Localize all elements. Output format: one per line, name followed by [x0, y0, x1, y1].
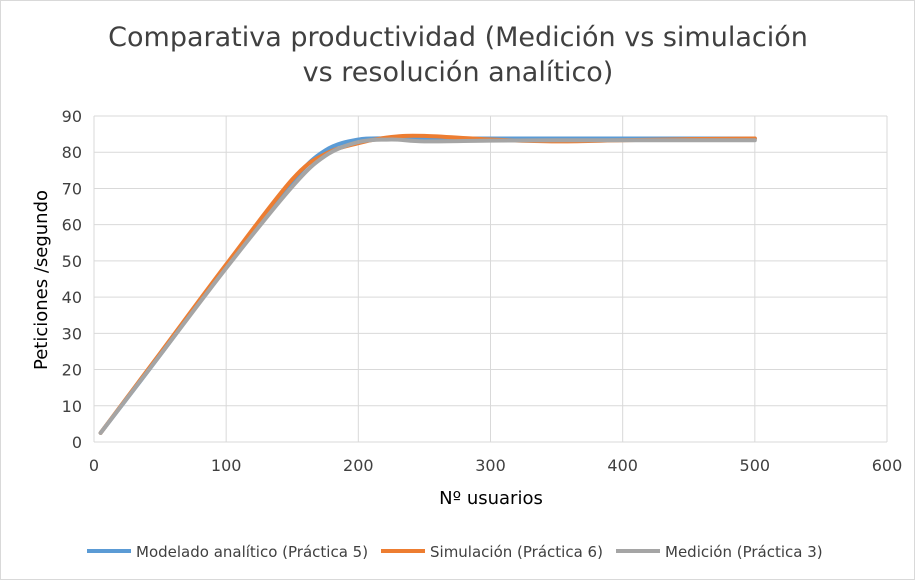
- chart-title-line-1: Comparativa productividad (Medición vs s…: [108, 22, 808, 53]
- chart-title-line-2: vs resolución analítico): [303, 57, 614, 88]
- x-tick-label: 600: [872, 456, 903, 475]
- legend-label: Simulación (Práctica 6): [430, 543, 603, 561]
- legend: Modelado analítico (Práctica 5) Simulació…: [87, 543, 823, 561]
- y-tick-label: 90: [62, 107, 82, 126]
- x-tick-label: 300: [475, 456, 506, 475]
- legend-label: Medición (Práctica 3): [665, 543, 823, 561]
- x-tick-label: 500: [740, 456, 771, 475]
- y-tick-label: 80: [62, 143, 82, 162]
- x-tick-label: 100: [211, 456, 242, 475]
- y-tick-label: 60: [62, 216, 82, 235]
- tick-labels: 0 10 20 30 40 50 60 70 80 90 0 100 200 300 400 500 600: [62, 107, 903, 475]
- y-tick-label: 50: [62, 252, 82, 271]
- x-tick-label: 400: [607, 456, 638, 475]
- x-axis-title: Nº usuarios: [439, 488, 543, 509]
- y-tick-label: 30: [62, 324, 82, 343]
- y-tick-label: 20: [62, 361, 82, 380]
- y-tick-label: 70: [62, 179, 82, 198]
- series-line-2: [98, 137, 757, 435]
- series-line-1: [98, 133, 757, 435]
- y-axis-title: Peticiones /segundo: [31, 190, 52, 370]
- x-tick-label: 0: [89, 456, 99, 475]
- legend-label: Modelado analítico (Práctica 5): [136, 543, 368, 561]
- series-lines: [98, 133, 757, 435]
- gridlines: [93, 115, 888, 443]
- series-line-0: [98, 136, 757, 435]
- x-tick-label: 200: [343, 456, 374, 475]
- y-tick-label: 10: [62, 397, 82, 416]
- y-tick-label: 40: [62, 288, 82, 307]
- y-tick-label: 0: [72, 433, 82, 452]
